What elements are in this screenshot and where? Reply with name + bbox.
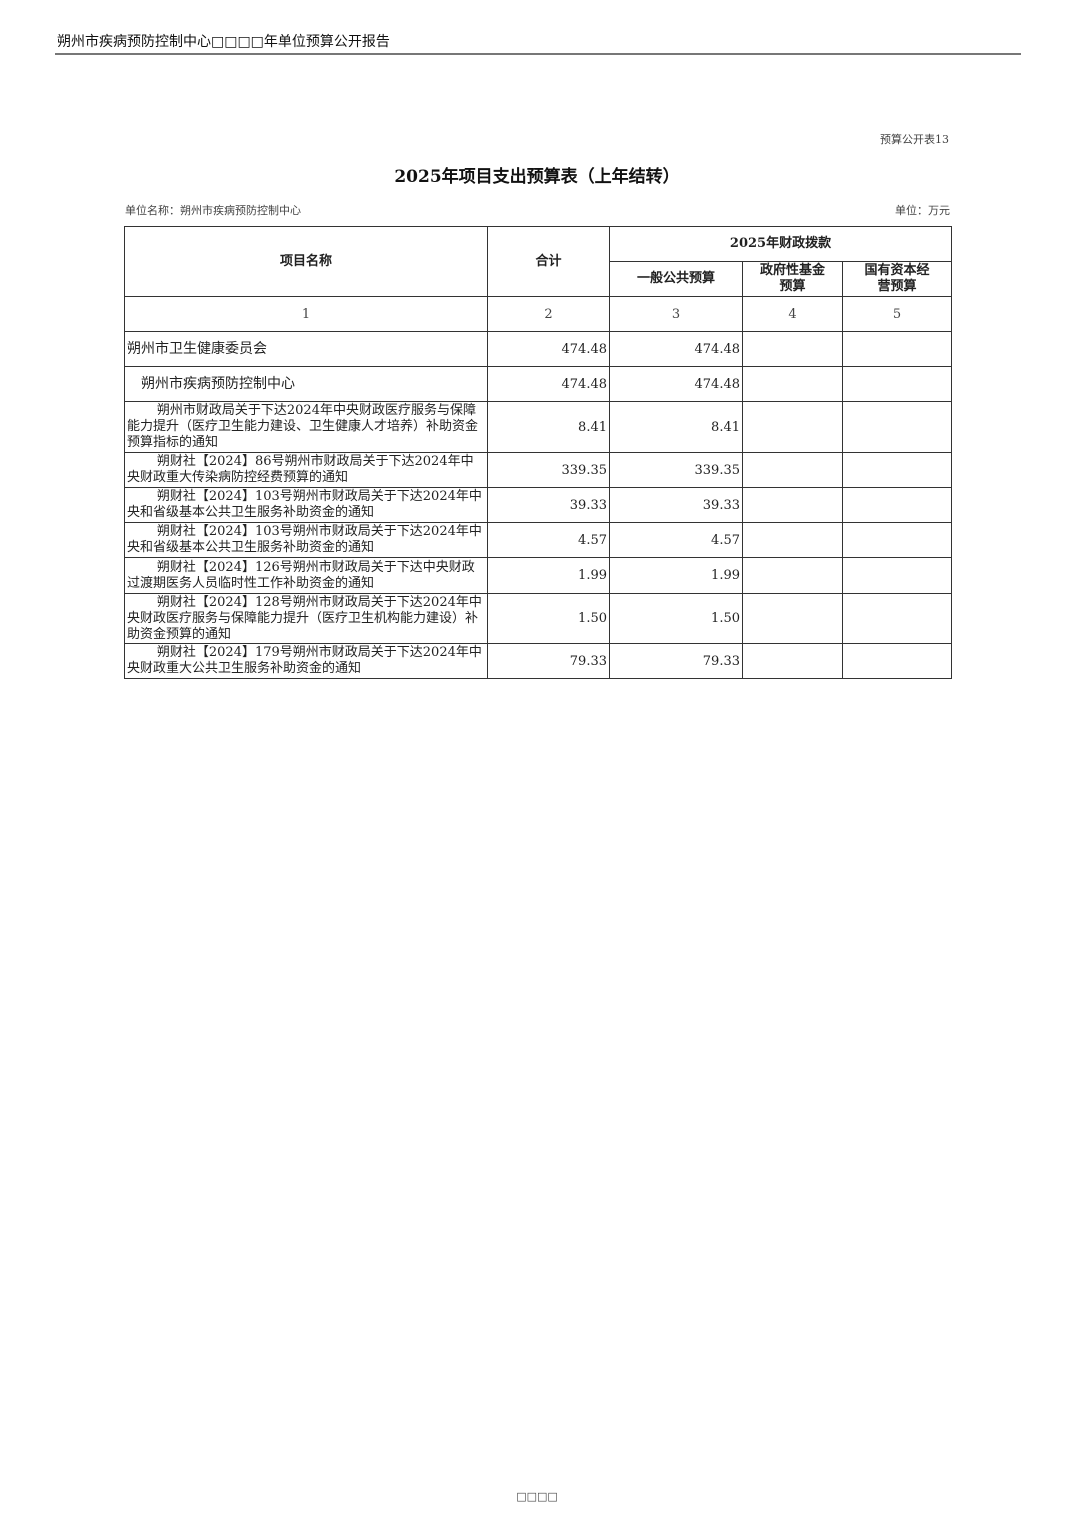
- project-name: 朔财社【2024】103号朔州市财政局关于下达2024年中央和省级基本公共卫生服…: [124, 487, 488, 523]
- fund-budget-amount: [742, 487, 843, 523]
- state-capital-amount: [842, 643, 952, 679]
- table-row: 朔财社【2024】126号朔州市财政局关于下达中央财政过渡期医务人员临时性工作补…: [124, 557, 952, 594]
- total-amount: 474.48: [487, 331, 610, 367]
- fund-budget-amount: [742, 643, 843, 679]
- project-name: 朔财社【2024】103号朔州市财政局关于下达2024年中央和省级基本公共卫生服…: [124, 522, 488, 558]
- table-row: 朔州市财政局关于下达2024年中央财政医疗服务与保障能力提升（医疗卫生能力建设、…: [124, 401, 952, 453]
- table-row: 朔财社【2024】86号朔州市财政局关于下达2024年中央财政重大传染病防控经费…: [124, 452, 952, 488]
- state-capital-amount: [842, 366, 952, 402]
- state-capital-amount: [842, 487, 952, 523]
- fund-budget-amount: [742, 593, 843, 644]
- general-budget-amount: 39.33: [609, 487, 743, 523]
- running-header: 朔州市疾病预防控制中心□□□□年单位预算公开报告: [57, 34, 390, 50]
- state-capital-amount: [842, 331, 952, 367]
- header-general: 一般公共预算: [609, 261, 743, 297]
- fund-budget-amount: [742, 522, 843, 558]
- general-budget-amount: 1.50: [609, 593, 743, 644]
- unit-name: 单位名称：朔州市疾病预防控制中心: [125, 204, 301, 217]
- general-budget-amount: 474.48: [609, 366, 743, 402]
- table-code: 预算公开表13: [880, 133, 949, 146]
- project-name: 朔州市卫生健康委员会: [124, 331, 488, 367]
- state-capital-amount: [842, 557, 952, 594]
- project-name: 朔财社【2024】126号朔州市财政局关于下达中央财政过渡期医务人员临时性工作补…: [124, 557, 488, 594]
- total-amount: 339.35: [487, 452, 610, 488]
- header-total: 合计: [487, 226, 610, 297]
- fund-budget-amount: [742, 557, 843, 594]
- header-state: 国有资本经营预算: [842, 261, 952, 297]
- state-capital-amount: [842, 452, 952, 488]
- header-name: 项目名称: [124, 226, 488, 297]
- state-capital-amount: [842, 401, 952, 453]
- header-rule: [55, 53, 1021, 55]
- header-group: 2025年财政拨款: [609, 226, 952, 262]
- col-number: 5: [842, 296, 952, 332]
- fund-budget-amount: [742, 452, 843, 488]
- project-name: 朔财社【2024】179号朔州市财政局关于下达2024年中央财政重大公共卫生服务…: [124, 643, 488, 679]
- project-name: 朔财社【2024】128号朔州市财政局关于下达2024年中央财政医疗服务与保障能…: [124, 593, 488, 644]
- table-row: 朔财社【2024】103号朔州市财政局关于下达2024年中央和省级基本公共卫生服…: [124, 487, 952, 523]
- col-number: 4: [742, 296, 843, 332]
- total-amount: 474.48: [487, 366, 610, 402]
- total-amount: 39.33: [487, 487, 610, 523]
- table-row: 朔财社【2024】103号朔州市财政局关于下达2024年中央和省级基本公共卫生服…: [124, 522, 952, 558]
- general-budget-amount: 474.48: [609, 331, 743, 367]
- fund-budget-amount: [742, 401, 843, 453]
- general-budget-amount: 339.35: [609, 452, 743, 488]
- fund-budget-amount: [742, 366, 843, 402]
- col-number: 2: [487, 296, 610, 332]
- col-number: 3: [609, 296, 743, 332]
- general-budget-amount: 8.41: [609, 401, 743, 453]
- general-budget-amount: 1.99: [609, 557, 743, 594]
- header-fund: 政府性基金预算: [742, 261, 843, 297]
- column-number-row: 1 2 3 4 5: [124, 296, 952, 332]
- table-row: 朔财社【2024】179号朔州市财政局关于下达2024年中央财政重大公共卫生服务…: [124, 643, 952, 679]
- budget-table: 项目名称 合计 2025年财政拨款 一般公共预算 政府性基金预算 国有资本经营预…: [124, 226, 952, 679]
- total-amount: 8.41: [487, 401, 610, 453]
- general-budget-amount: 79.33: [609, 643, 743, 679]
- table-row: 朔州市卫生健康委员会 474.48 474.48: [124, 331, 952, 367]
- total-amount: 1.99: [487, 557, 610, 594]
- state-capital-amount: [842, 593, 952, 644]
- fund-budget-amount: [742, 331, 843, 367]
- total-amount: 1.50: [487, 593, 610, 644]
- total-amount: 4.57: [487, 522, 610, 558]
- state-capital-amount: [842, 522, 952, 558]
- table-row: 朔州市疾病预防控制中心 474.48 474.48: [124, 366, 952, 402]
- general-budget-amount: 4.57: [609, 522, 743, 558]
- col-number: 1: [124, 296, 488, 332]
- project-name: 朔财社【2024】86号朔州市财政局关于下达2024年中央财政重大传染病防控经费…: [124, 452, 488, 488]
- page-title: 2025年项目支出预算表（上年结转）: [394, 167, 680, 187]
- project-name: 朔州市疾病预防控制中心: [124, 366, 488, 402]
- page-number: □□□□: [516, 1490, 558, 1503]
- total-amount: 79.33: [487, 643, 610, 679]
- unit-label: 单位：万元: [895, 204, 950, 217]
- table-row: 朔财社【2024】128号朔州市财政局关于下达2024年中央财政医疗服务与保障能…: [124, 593, 952, 644]
- project-name: 朔州市财政局关于下达2024年中央财政医疗服务与保障能力提升（医疗卫生能力建设、…: [124, 401, 488, 453]
